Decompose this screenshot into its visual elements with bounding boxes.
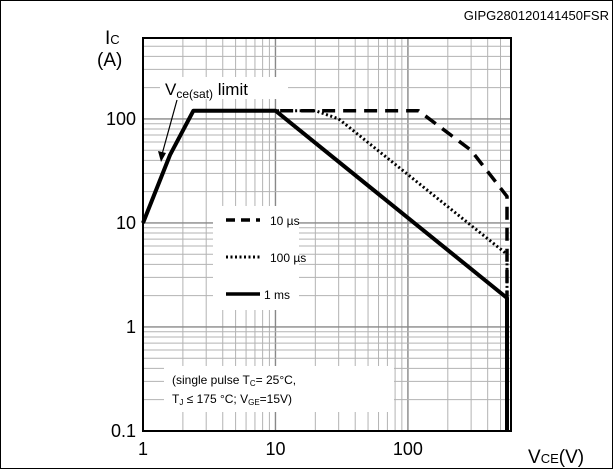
y-tick-label: 100 <box>106 109 136 129</box>
legend-label-100us: 100 µs <box>270 251 306 265</box>
series-layer <box>141 108 509 431</box>
limit-arrow <box>158 99 178 162</box>
y-tick-label: 1 <box>126 317 136 337</box>
conditions-note: (single pulse TC= 25°C, TJ ≤ 175 °C; VGE… <box>164 366 394 412</box>
limit-label: Vce(sat) limit <box>160 77 288 101</box>
y-tick-label: 10 <box>116 213 136 233</box>
conditions-line2: TJ ≤ 175 °C; VGE=15V) <box>172 392 292 407</box>
legend-label-1ms: 1 ms <box>264 288 290 302</box>
limit-label-sub: ce(sat) <box>176 87 213 101</box>
y-axis-title: IC <box>105 28 120 49</box>
x-tick-label: 1 <box>138 439 148 459</box>
series-line-2 <box>141 108 509 431</box>
y-tick-label: 0.1 <box>111 421 136 441</box>
x-tick-label: 10 <box>265 439 285 459</box>
figure-id-code: GIPG280120141450FSR <box>464 8 609 23</box>
x-tick-label: 100 <box>393 439 423 459</box>
limit-label-main: V <box>165 80 177 99</box>
legend: 10 µs 100 µs 1 ms <box>213 206 306 310</box>
conditions-note-bg <box>164 366 394 412</box>
limit-label-rest: limit <box>213 80 248 99</box>
conditions-line1: (single pulse TC= 25°C, <box>172 373 296 388</box>
series-line-0 <box>141 108 509 431</box>
y-axis-unit: (A) <box>97 50 122 71</box>
legend-label-10us: 10 µs <box>270 214 300 228</box>
limit-label-text: Vce(sat) limit <box>165 80 248 101</box>
x-axis-title: VCE(V) <box>528 447 584 468</box>
plot-border <box>142 37 512 432</box>
limit-label-bg <box>160 77 288 99</box>
